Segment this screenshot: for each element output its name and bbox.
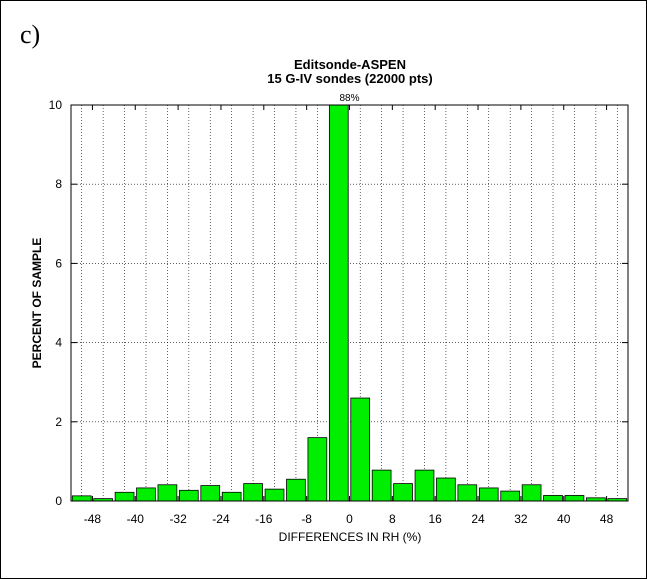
bar bbox=[393, 483, 413, 502]
bar bbox=[500, 490, 520, 502]
y-tick-label: 10 bbox=[49, 98, 63, 112]
bar bbox=[328, 104, 349, 502]
x-tick-label: -48 bbox=[84, 512, 102, 526]
x-tick-label: 32 bbox=[514, 512, 528, 526]
panel-label: c) bbox=[20, 20, 41, 49]
x-tick-label: -16 bbox=[255, 512, 273, 526]
bar bbox=[179, 489, 199, 502]
bar bbox=[243, 483, 263, 502]
x-tick-label: -40 bbox=[127, 512, 145, 526]
bar bbox=[286, 478, 306, 502]
x-axis-ticks: -48 -40 -32 -24 -16 -8 0 8 16 24 32 40 48 bbox=[84, 105, 614, 526]
y-axis-ticks: 0 2 4 6 8 10 bbox=[49, 98, 628, 508]
x-tick-label: 16 bbox=[429, 512, 443, 526]
x-tick-label: -32 bbox=[169, 512, 187, 526]
bar bbox=[457, 484, 478, 502]
bar bbox=[200, 485, 221, 502]
bar bbox=[564, 495, 585, 502]
x-tick-label: 48 bbox=[600, 512, 614, 526]
bar bbox=[221, 491, 242, 502]
x-tick-label: 24 bbox=[471, 512, 485, 526]
bar bbox=[350, 397, 371, 502]
y-tick-label: 4 bbox=[55, 336, 62, 350]
x-tick-label: -8 bbox=[301, 512, 312, 526]
x-tick-label: 0 bbox=[346, 512, 353, 526]
bar bbox=[478, 487, 499, 502]
chart-subtitle: 15 G-IV sondes (22000 pts) bbox=[267, 71, 432, 86]
bar bbox=[543, 495, 563, 502]
y-tick-label: 8 bbox=[55, 177, 62, 191]
y-tick-label: 2 bbox=[55, 415, 62, 429]
y-tick-label: 6 bbox=[55, 256, 62, 270]
bar bbox=[371, 469, 392, 502]
x-axis-label: DIFFERENCES IN RH (%) bbox=[279, 530, 422, 544]
annotations: 88% bbox=[339, 93, 359, 104]
bar bbox=[136, 487, 156, 502]
x-tick-label: 8 bbox=[389, 512, 396, 526]
chart-title: Editsonde-ASPEN bbox=[294, 57, 406, 72]
plot-border bbox=[70, 104, 629, 502]
bar bbox=[264, 488, 285, 502]
annotation-label: 88% bbox=[339, 93, 359, 104]
bar bbox=[521, 484, 542, 502]
bar bbox=[414, 469, 435, 502]
bar bbox=[436, 477, 456, 502]
y-axis-label: PERCENT OF SAMPLE bbox=[30, 238, 44, 369]
bar bbox=[307, 437, 328, 502]
x-tick-label: 40 bbox=[557, 512, 571, 526]
y-tick-label: 0 bbox=[55, 494, 62, 508]
grid bbox=[71, 105, 628, 501]
bars bbox=[71, 104, 628, 502]
x-tick-label: -24 bbox=[212, 512, 230, 526]
bar bbox=[157, 484, 178, 502]
bar bbox=[71, 495, 92, 502]
bar bbox=[114, 491, 135, 502]
